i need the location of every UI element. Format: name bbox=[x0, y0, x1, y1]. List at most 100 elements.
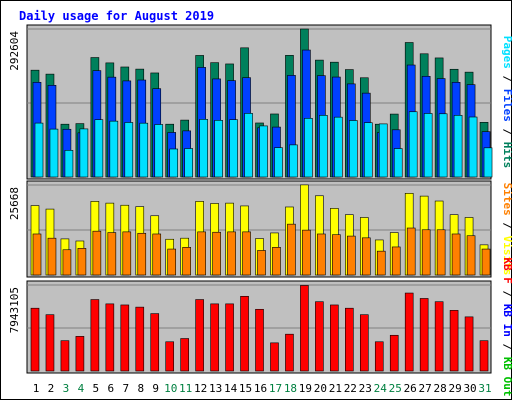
bar-pages-day-12 bbox=[199, 119, 208, 178]
day-label-4: 4 bbox=[78, 382, 85, 395]
bar-pages-day-18 bbox=[289, 144, 298, 178]
bar-pages-day-19 bbox=[304, 118, 313, 178]
bar-sites-day-21 bbox=[332, 234, 341, 276]
bar-pages-day-6 bbox=[109, 120, 119, 178]
bar-kb-f-day-9 bbox=[150, 313, 160, 372]
bar-kb-f-day-29 bbox=[449, 310, 459, 372]
day-label-28: 28 bbox=[434, 382, 447, 395]
legend-part: Hits bbox=[501, 142, 512, 169]
bar-kb-f-day-18 bbox=[285, 333, 294, 372]
bar-sites-day-27 bbox=[421, 229, 431, 276]
bar-kb-f-day-26 bbox=[404, 292, 414, 372]
day-label-23: 23 bbox=[359, 382, 372, 395]
bar-sites-day-30 bbox=[466, 235, 476, 276]
bar-kb-f-day-22 bbox=[345, 307, 354, 372]
bar-kb-f-day-13 bbox=[210, 303, 219, 372]
bar-sites-day-2 bbox=[47, 237, 57, 276]
bar-kb-f-day-20 bbox=[315, 301, 324, 372]
bar-kb-f-day-4 bbox=[75, 336, 85, 372]
day-label-20: 20 bbox=[314, 382, 327, 395]
day-label-11: 11 bbox=[179, 382, 192, 395]
legend-label: Pages / Files / Hits bbox=[501, 36, 512, 169]
legend-part: / bbox=[501, 284, 512, 304]
chart-panels: 292604 Pages / Files / Hits 25668 Sites / V… bbox=[8, 24, 512, 397]
bar-sites-day-29 bbox=[451, 233, 461, 276]
panel-1: 292604 Pages / Files / Hits bbox=[8, 24, 512, 180]
legend-part: / bbox=[501, 216, 512, 236]
bar-pages-day-13 bbox=[214, 120, 223, 178]
day-label-12: 12 bbox=[194, 382, 207, 395]
bar-pages-day-31 bbox=[483, 147, 493, 178]
bar-sites-day-26 bbox=[406, 227, 416, 276]
bar-sites-day-4 bbox=[77, 248, 87, 276]
bar-pages-day-30 bbox=[468, 116, 478, 178]
legend-part: KB In bbox=[501, 304, 512, 337]
day-labels: 1 2 3 4 5 6 7 8 9 10 11 12 13 14 15 16 17 18 19 20 21 22 23 24 2… bbox=[33, 382, 492, 395]
day-label-1: 1 bbox=[33, 382, 40, 395]
bar-kb-f-day-8 bbox=[135, 306, 145, 372]
day-label-6: 6 bbox=[108, 382, 115, 395]
bar-kb-f-day-21 bbox=[330, 304, 339, 372]
legend-part: / bbox=[501, 337, 512, 357]
bar-pages-day-5 bbox=[94, 119, 104, 178]
bar-sites-day-12 bbox=[197, 231, 206, 276]
bar-kb-f-day-31 bbox=[479, 340, 489, 372]
day-label-14: 14 bbox=[224, 382, 238, 395]
y-tick-label: 292604 bbox=[8, 31, 21, 71]
bar-kb-f-day-16 bbox=[255, 308, 264, 372]
bar-kb-f-day-7 bbox=[120, 304, 130, 372]
chart-title: Daily usage for August 2019 bbox=[19, 9, 214, 23]
bar-sites-day-5 bbox=[92, 230, 102, 276]
day-label-7: 7 bbox=[122, 382, 129, 395]
bar-kb-f-day-27 bbox=[419, 298, 429, 372]
day-label-8: 8 bbox=[137, 382, 144, 395]
bar-sites-day-9 bbox=[152, 233, 162, 276]
bar-pages-day-23 bbox=[363, 122, 373, 178]
day-label-31: 31 bbox=[478, 382, 491, 395]
bar-pages-day-8 bbox=[139, 122, 149, 178]
bar-pages-day-24 bbox=[378, 123, 388, 178]
legend-part: KB F bbox=[501, 257, 512, 284]
day-label-22: 22 bbox=[344, 382, 357, 395]
bar-sites-day-1 bbox=[32, 233, 42, 276]
bar-pages-day-22 bbox=[349, 120, 358, 178]
day-label-16: 16 bbox=[254, 382, 267, 395]
legend-part: Files bbox=[501, 89, 512, 122]
bar-kb-f-day-17 bbox=[270, 342, 279, 372]
bar-kb-f-day-12 bbox=[195, 299, 204, 372]
legend-label: KB F / KB In / KB Out bbox=[501, 257, 512, 396]
bar-pages-day-17 bbox=[274, 147, 283, 178]
bar-kb-f-day-25 bbox=[389, 334, 399, 372]
bar-kb-f-day-10 bbox=[165, 341, 175, 372]
y-tick-label: 25668 bbox=[8, 187, 21, 220]
bar-sites-day-15 bbox=[242, 231, 251, 276]
day-label-18: 18 bbox=[284, 382, 297, 395]
series-kb-f bbox=[30, 285, 489, 372]
legend-part: Pages bbox=[501, 36, 512, 69]
bar-sites-day-3 bbox=[62, 249, 72, 276]
bar-pages-day-20 bbox=[319, 115, 328, 178]
bar-pages-day-2 bbox=[49, 128, 59, 178]
legend-part: Visits bbox=[501, 236, 512, 276]
day-label-9: 9 bbox=[152, 382, 159, 395]
day-label-26: 26 bbox=[404, 382, 417, 395]
bar-pages-day-3 bbox=[64, 150, 74, 178]
bar-sites-day-6 bbox=[107, 232, 117, 276]
bar-kb-f-day-14 bbox=[225, 303, 234, 372]
bar-kb-f-day-28 bbox=[434, 301, 444, 372]
bar-pages-day-16 bbox=[259, 125, 268, 178]
day-label-15: 15 bbox=[239, 382, 252, 395]
bar-kb-f-day-3 bbox=[60, 340, 70, 372]
bar-sites-day-19 bbox=[302, 229, 311, 276]
legend-label: Sites / Visits bbox=[501, 183, 512, 276]
bar-kb-f-day-5 bbox=[90, 299, 100, 372]
day-label-30: 30 bbox=[463, 382, 476, 395]
bar-sites-day-14 bbox=[227, 231, 236, 276]
bar-kb-f-day-1 bbox=[30, 307, 40, 372]
bar-sites-day-18 bbox=[287, 223, 296, 276]
bar-pages-day-10 bbox=[169, 148, 179, 178]
day-label-10: 10 bbox=[164, 382, 177, 395]
